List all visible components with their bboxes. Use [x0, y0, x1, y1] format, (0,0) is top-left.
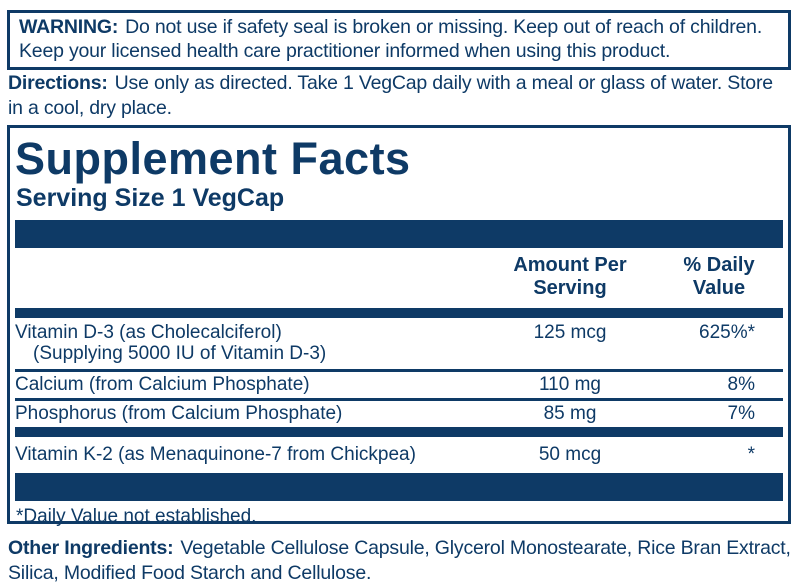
nutrient-row-vitamin-d3: Vitamin D-3 (as Cholecalciferol) (Supply… [15, 318, 783, 369]
divider-bar-medium-header [15, 308, 783, 318]
nutrient-amount: 110 mg [539, 374, 601, 395]
directions-label: Directions: [8, 72, 108, 94]
divider-bar-medium-k2 [15, 427, 783, 437]
serving-size: Serving Size 1 VegCap [16, 184, 285, 212]
nutrient-name: Vitamin K-2 (as Menaquinone-7 from Chick… [15, 444, 416, 465]
divider-bar-thick-bottom [15, 473, 783, 501]
column-header-amount: Amount Per Serving [513, 254, 627, 299]
other-ingredients-line-2: Silica, Modified Food Starch and Cellulo… [8, 562, 372, 584]
nutrient-amount: 85 mg [543, 403, 597, 424]
row-separator [15, 398, 783, 401]
supplement-facts-title: Supplement Facts [15, 133, 411, 184]
directions-text-line-1: Use only as directed. Take 1 VegCap dail… [114, 72, 773, 94]
warning-label: WARNING: [19, 16, 119, 38]
nutrient-daily-value: * [747, 444, 755, 465]
directions-text-line-2: in a cool, dry place. [8, 97, 172, 119]
nutrient-amount: 125 mcg [533, 322, 607, 343]
other-ingredients: Other Ingredients: Vegetable Cellulose Ca… [8, 536, 792, 586]
warning-box: WARNING: Do not use if safety seal is bro… [7, 10, 791, 70]
nutrient-name: Vitamin D-3 (as Cholecalciferol) (Supply… [15, 322, 485, 364]
warning-text-line-1: Do not use if safety seal is broken or m… [125, 16, 763, 38]
supplement-facts-panel: Supplement Facts Serving Size 1 VegCap A… [7, 125, 791, 527]
nutrient-row-calcium: Calcium (from Calcium Phosphate) 110 mg … [15, 372, 783, 398]
nutrient-daily-value: 625%* [699, 322, 755, 343]
row-separator [15, 369, 783, 372]
nutrient-amount: 50 mcg [538, 444, 602, 465]
daily-value-footnote: *Daily Value not established. [16, 506, 257, 527]
nutrient-name: Phosphorus (from Calcium Phosphate) [15, 403, 343, 424]
other-ingredients-line-1: Vegetable Cellulose Capsule, Glycerol Mo… [180, 537, 791, 559]
other-ingredients-label: Other Ingredients: [8, 537, 174, 559]
directions: Directions: Use only as directed. Take 1 … [8, 71, 791, 121]
nutrient-daily-value: 8% [727, 374, 755, 395]
nutrient-name: Calcium (from Calcium Phosphate) [15, 374, 310, 395]
nutrient-name-subline: (Supplying 5000 IU of Vitamin D-3) [33, 343, 327, 364]
nutrient-row-phosphorus: Phosphorus (from Calcium Phosphate) 85 m… [15, 401, 783, 427]
warning-text-line-2: Keep your licensed health care practitio… [19, 40, 671, 62]
divider-bar-thick-top [15, 220, 783, 248]
column-header-daily-value: % Daily Value [683, 254, 755, 299]
nutrient-daily-value: 7% [727, 403, 755, 424]
nutrient-row-vitamin-k2: Vitamin K-2 (as Menaquinone-7 from Chick… [15, 437, 783, 473]
column-header-row: Amount Per Serving % Daily Value [15, 248, 783, 308]
